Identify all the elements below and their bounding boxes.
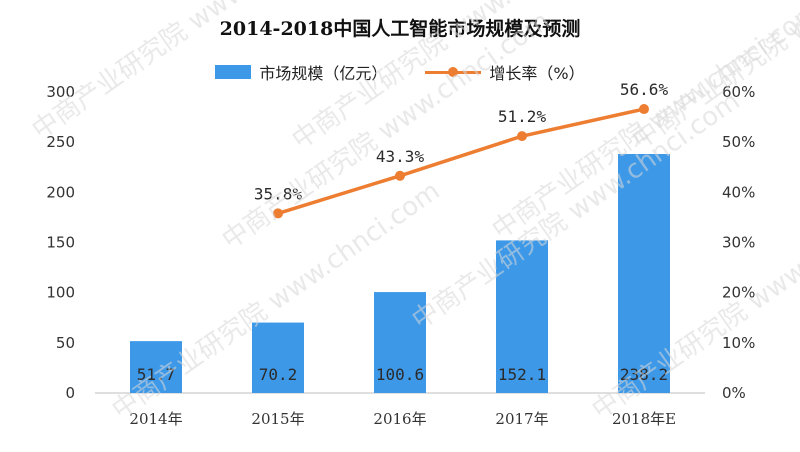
- y-left-tick-label: 250: [46, 133, 75, 151]
- growth-value-label: 56.6%: [620, 80, 669, 99]
- bar-value-label: 100.6: [376, 365, 424, 384]
- y-left-tick-label: 50: [56, 334, 75, 352]
- chart-title: 2014-2018中国人工智能市场规模及预测: [219, 18, 581, 40]
- y-right-tick-label: 30%: [722, 234, 755, 252]
- x-tick-label: 2017年: [495, 410, 548, 428]
- legend-bar-label: 市场规模（亿元）: [259, 64, 388, 83]
- legend-item-bar: 市场规模（亿元）: [215, 60, 387, 84]
- y-right-tick-label: 40%: [722, 183, 755, 201]
- y-left-tick-label: 100: [46, 284, 75, 302]
- growth-point: [395, 170, 405, 181]
- y-right-tick-label: 50%: [722, 133, 755, 151]
- y-left-tick-label: 0: [65, 384, 75, 402]
- legend: 市场规模（亿元） 增长率（%）: [0, 60, 800, 84]
- bar-value-label: 152.1: [498, 365, 546, 384]
- x-tick-label: 2015年: [251, 410, 304, 428]
- bar: [618, 154, 670, 393]
- growth-value-label: 35.8%: [254, 184, 303, 203]
- y-left-tick-label: 150: [46, 234, 75, 252]
- y-left-tick-label: 300: [46, 83, 75, 101]
- legend-bar-swatch: [215, 65, 252, 79]
- legend-line-swatch: [425, 65, 482, 79]
- bar: [252, 322, 304, 393]
- bar: [496, 240, 548, 393]
- growth-point: [517, 131, 527, 142]
- bar: [374, 292, 426, 393]
- growth-value-label: 43.3%: [376, 147, 425, 166]
- legend-item-line: 增长率（%）: [425, 60, 585, 84]
- y-right-tick-label: 20%: [722, 284, 755, 302]
- x-tick-label: 2018年E: [612, 410, 676, 428]
- growth-line: [277, 107, 645, 216]
- growth-point: [273, 208, 283, 219]
- y-left-tick-label: 200: [46, 183, 75, 201]
- y-right-tick-label: 10%: [722, 334, 755, 352]
- y-right-tick-label: 60%: [722, 83, 755, 101]
- growth-point: [639, 104, 649, 115]
- growth-value-label: 51.2%: [498, 107, 547, 126]
- legend-line-label: 增长率（%）: [489, 64, 585, 83]
- x-tick-label: 2016年: [373, 410, 426, 428]
- y-right-tick-label: 0%: [722, 384, 746, 402]
- x-tick-label: 2014年: [129, 410, 182, 428]
- bar-value-label: 238.2: [620, 365, 668, 384]
- bar-value-label: 51.7: [137, 365, 176, 384]
- bar-value-label: 70.2: [259, 365, 298, 384]
- bar: [130, 341, 182, 393]
